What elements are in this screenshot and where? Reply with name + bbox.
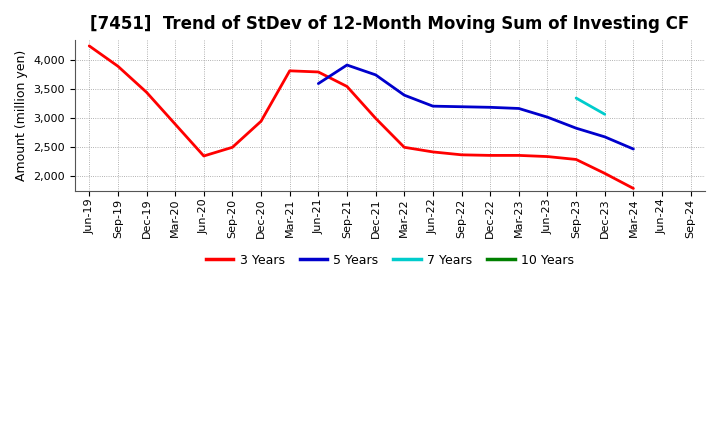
5 Years [428, 103, 437, 109]
3 Years [85, 43, 94, 48]
3 Years [629, 186, 638, 191]
5 Years [400, 92, 408, 98]
3 Years [257, 119, 266, 124]
3 Years [543, 154, 552, 159]
5 Years [372, 72, 380, 77]
3 Years [285, 68, 294, 73]
3 Years [600, 171, 609, 176]
5 Years [515, 106, 523, 111]
Legend: 3 Years, 5 Years, 7 Years, 10 Years: 3 Years, 5 Years, 7 Years, 10 Years [201, 249, 579, 272]
5 Years [600, 134, 609, 139]
3 Years [400, 145, 408, 150]
3 Years [486, 153, 495, 158]
Line: 5 Years: 5 Years [318, 65, 634, 149]
Y-axis label: Amount (million yen): Amount (million yen) [15, 50, 28, 181]
5 Years [543, 114, 552, 120]
Line: 7 Years: 7 Years [576, 98, 605, 114]
3 Years [114, 63, 122, 69]
5 Years [457, 104, 466, 110]
3 Years [428, 149, 437, 154]
3 Years [142, 90, 150, 95]
3 Years [228, 145, 237, 150]
3 Years [457, 152, 466, 158]
3 Years [572, 157, 580, 162]
Line: 3 Years: 3 Years [89, 46, 634, 188]
5 Years [486, 105, 495, 110]
5 Years [572, 125, 580, 131]
7 Years [600, 112, 609, 117]
3 Years [515, 153, 523, 158]
5 Years [629, 147, 638, 152]
3 Years [372, 116, 380, 121]
3 Years [343, 84, 351, 89]
7 Years [572, 95, 580, 101]
5 Years [314, 81, 323, 86]
3 Years [171, 121, 179, 127]
5 Years [343, 62, 351, 68]
3 Years [199, 154, 208, 159]
3 Years [314, 70, 323, 75]
Title: [7451]  Trend of StDev of 12-Month Moving Sum of Investing CF: [7451] Trend of StDev of 12-Month Moving… [90, 15, 690, 33]
